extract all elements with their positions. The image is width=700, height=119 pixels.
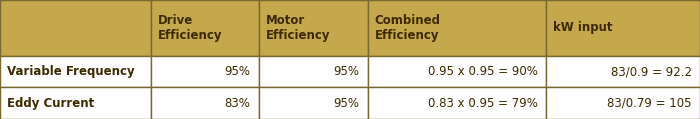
Text: 83/0.9 = 92.2: 83/0.9 = 92.2 xyxy=(610,65,692,78)
Bar xyxy=(0,87,150,119)
Text: Combined
Efficiency: Combined Efficiency xyxy=(374,14,440,42)
Text: 95%: 95% xyxy=(333,97,359,110)
Bar xyxy=(546,0,700,56)
Bar xyxy=(368,0,546,56)
Bar xyxy=(150,56,259,87)
Bar xyxy=(150,0,259,56)
Text: Motor
Efficiency: Motor Efficiency xyxy=(266,14,330,42)
Text: Eddy Current: Eddy Current xyxy=(7,97,94,110)
Bar xyxy=(546,56,700,87)
Bar xyxy=(150,87,259,119)
Bar xyxy=(259,56,368,87)
Bar xyxy=(259,87,368,119)
Text: kW input: kW input xyxy=(553,21,612,35)
Bar xyxy=(368,87,546,119)
Text: 83%: 83% xyxy=(225,97,251,110)
Bar xyxy=(0,56,150,87)
Text: 95%: 95% xyxy=(333,65,359,78)
Text: 95%: 95% xyxy=(225,65,251,78)
Text: 0.95 x 0.95 = 90%: 0.95 x 0.95 = 90% xyxy=(428,65,538,78)
Text: 0.83 x 0.95 = 79%: 0.83 x 0.95 = 79% xyxy=(428,97,538,110)
Text: Variable Frequency: Variable Frequency xyxy=(7,65,134,78)
Text: Drive
Efficiency: Drive Efficiency xyxy=(158,14,222,42)
Bar xyxy=(546,87,700,119)
Bar xyxy=(259,0,368,56)
Bar xyxy=(368,56,546,87)
Text: 83/0.79 = 105: 83/0.79 = 105 xyxy=(607,97,692,110)
Bar xyxy=(0,0,150,56)
